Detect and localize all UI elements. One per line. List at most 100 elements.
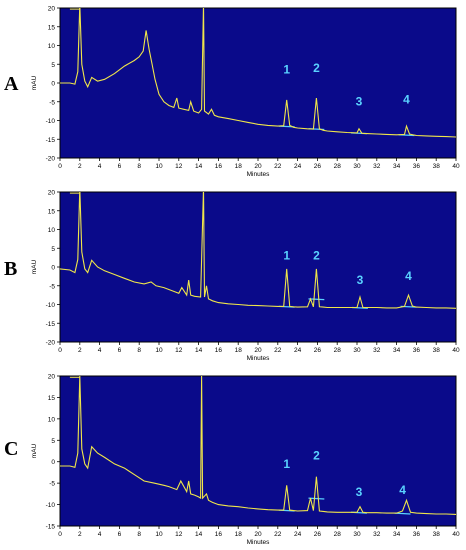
x-tick-label: 8 [137,347,141,354]
peak-label-1: 1 [283,457,290,471]
peak-label-2: 2 [313,249,320,263]
x-tick-label: 16 [215,347,223,354]
x-tick-label: 36 [413,163,421,170]
y-tick-label: 15 [48,395,56,402]
x-tick-label: 34 [393,531,401,538]
x-tick-label: 36 [413,347,421,354]
x-tick-label: 26 [314,531,322,538]
y-tick-label: 20 [48,374,56,381]
x-tick-label: 4 [98,163,102,170]
x-tick-label: 34 [393,163,401,170]
y-tick-label: -5 [49,481,55,488]
y-axis-label: mAU [31,443,38,458]
y-tick-label: -10 [46,302,56,309]
peak-label-1: 1 [283,62,290,76]
x-tick-label: 6 [118,347,122,354]
x-tick-label: 6 [118,163,122,170]
chromatogram-trace [60,192,456,309]
panel-label-a: A [4,73,19,95]
chromatogram-trace [60,376,456,515]
x-tick-label: 30 [353,347,361,354]
peak-label-2: 2 [313,61,320,75]
x-tick-label: 32 [373,531,381,538]
x-tick-label: 40 [452,163,460,170]
y-tick-label: 0 [51,459,55,466]
x-tick-label: 40 [452,347,460,354]
y-tick-label: 20 [48,6,56,13]
x-tick-label: 26 [314,347,322,354]
y-tick-label: 15 [48,24,56,31]
x-tick-label: 32 [373,347,381,354]
x-tick-label: 16 [215,531,223,538]
x-tick-label: 20 [254,163,262,170]
y-tick-label: 0 [51,81,55,88]
x-tick-label: 26 [314,163,322,170]
x-tick-label: 38 [433,531,441,538]
x-tick-label: 8 [137,163,141,170]
y-tick-label: 0 [51,265,55,272]
x-tick-label: 14 [195,347,203,354]
y-tick-label: -5 [49,99,55,106]
x-tick-label: 12 [175,163,183,170]
y-tick-label: -5 [49,283,55,290]
x-tick-label: 10 [155,531,163,538]
plot-area [59,375,457,527]
x-tick-label: 2 [78,531,82,538]
x-tick-label: 28 [334,347,342,354]
chromatogram-trace [60,8,456,138]
x-tick-label: 8 [137,531,141,538]
y-axis-label: mAU [31,259,38,274]
x-tick-label: 4 [98,531,102,538]
peak-label-2: 2 [313,449,320,463]
y-tick-label: 5 [51,438,55,445]
x-tick-label: 0 [58,163,62,170]
y-tick-label: -20 [46,156,56,163]
y-tick-label: 5 [51,246,55,253]
x-tick-label: 40 [452,531,460,538]
y-tick-label: 5 [51,62,55,69]
peak-label-3: 3 [357,273,364,287]
y-tick-label: 15 [48,208,56,215]
x-tick-label: 30 [353,531,361,538]
x-tick-label: 32 [373,163,381,170]
x-tick-label: 2 [78,347,82,354]
x-tick-label: 0 [58,531,62,538]
y-tick-label: -20 [46,340,56,347]
panel-label-c: C [4,438,19,460]
x-tick-label: 18 [235,347,243,354]
y-tick-label: 20 [48,190,56,197]
x-tick-label: 18 [235,531,243,538]
y-tick-label: 10 [48,227,56,234]
x-tick-label: 6 [118,531,122,538]
peak-baseline [308,497,325,500]
peak-label-3: 3 [356,95,363,109]
x-tick-label: 14 [195,531,203,538]
y-tick-label: -10 [46,502,56,509]
x-tick-label: 0 [58,347,62,354]
x-tick-label: 38 [433,163,441,170]
peak-baseline [308,298,325,301]
x-tick-label: 20 [254,531,262,538]
x-tick-label: 12 [175,347,183,354]
x-tick-label: 2 [78,163,82,170]
x-axis-label: Minutes [247,539,271,546]
x-tick-label: 28 [334,163,342,170]
x-axis-label: Minutes [247,171,271,178]
x-tick-label: 24 [294,531,302,538]
y-tick-label: 10 [48,416,56,423]
x-tick-label: 20 [254,347,262,354]
x-axis-label: Minutes [247,355,271,362]
y-tick-label: -15 [46,524,56,531]
y-axis-label: mAU [31,75,38,90]
x-tick-label: 22 [274,163,282,170]
x-tick-label: 10 [155,163,163,170]
x-tick-label: 22 [274,347,282,354]
x-tick-label: 10 [155,347,163,354]
y-tick-label: -15 [46,321,56,328]
x-tick-label: 38 [433,347,441,354]
x-tick-label: 24 [294,347,302,354]
x-tick-label: 28 [334,531,342,538]
